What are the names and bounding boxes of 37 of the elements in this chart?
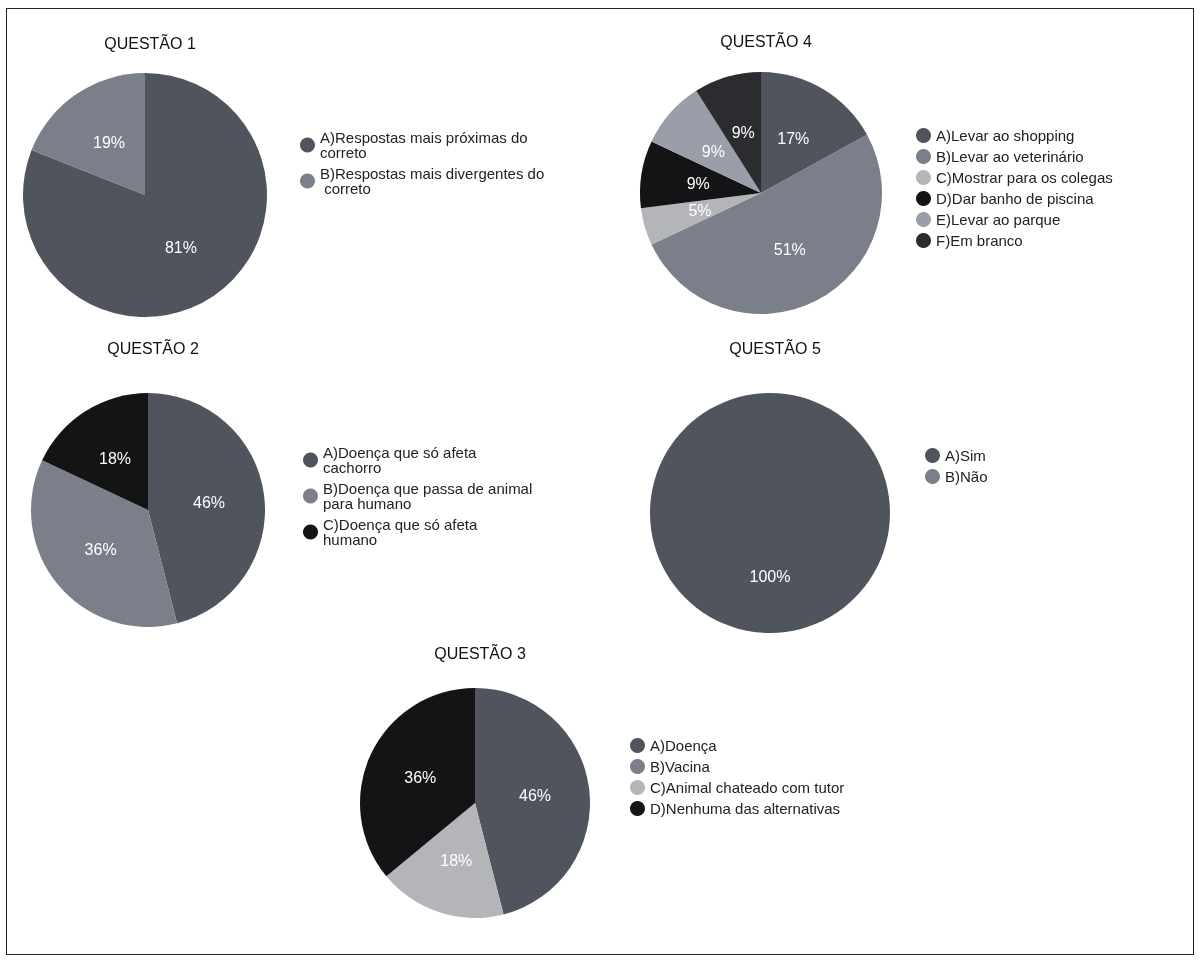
data-label: 5% [688,202,712,220]
data-label: 18% [99,449,132,467]
chart-title: QUESTÃO 4 [720,30,812,50]
data-label: 51% [773,241,806,259]
data-label: 19% [93,133,126,151]
legend-label: B)Respostas mais divergentes do correto [320,165,545,197]
legend-label: A)Sim [945,447,986,464]
legend-label: D)Dar banho de piscina [936,190,1095,207]
chart-title: QUESTÃO 5 [729,337,821,357]
legend-label: C)Mostrar para os colegas [936,169,1113,186]
legend-label: A)Respostas mais próximas do correto [320,129,532,161]
data-label: 9% [701,142,725,160]
data-label: 81% [164,239,197,257]
legend-label: E)Levar ao parque [936,211,1061,228]
data-label: 36% [84,540,117,558]
legend-label: A)Doença [650,737,718,754]
data-label: 17% [777,129,810,147]
data-label: 9% [686,174,710,192]
legend-label: B)Não [945,468,988,485]
legend-label: C)Doença que só afeta humano [323,516,482,548]
legend-label: B)Doença que passa de animal para humano [323,480,537,512]
data-label: 100% [749,567,791,585]
legend-label: B)Vacina [650,758,711,775]
chart-title: QUESTÃO 1 [104,32,196,52]
data-label: 18% [440,852,473,870]
legend-label: B)Levar ao veterinário [936,148,1084,165]
legend-label: A)Levar ao shopping [936,127,1075,144]
legend-label: F)Em branco [936,232,1023,249]
chart-title: QUESTÃO 3 [434,642,526,662]
legend-label: C)Animal chateado com tutor [650,779,845,796]
legend-label: A)Doença que só afeta cachorro [323,444,481,476]
data-label: 36% [404,768,437,786]
legend-label: D)Nenhuma das alternativas [650,800,841,817]
chart-title: QUESTÃO 2 [107,337,199,357]
data-label: 46% [193,493,226,511]
data-label: 9% [731,123,755,141]
data-label: 46% [519,786,552,804]
